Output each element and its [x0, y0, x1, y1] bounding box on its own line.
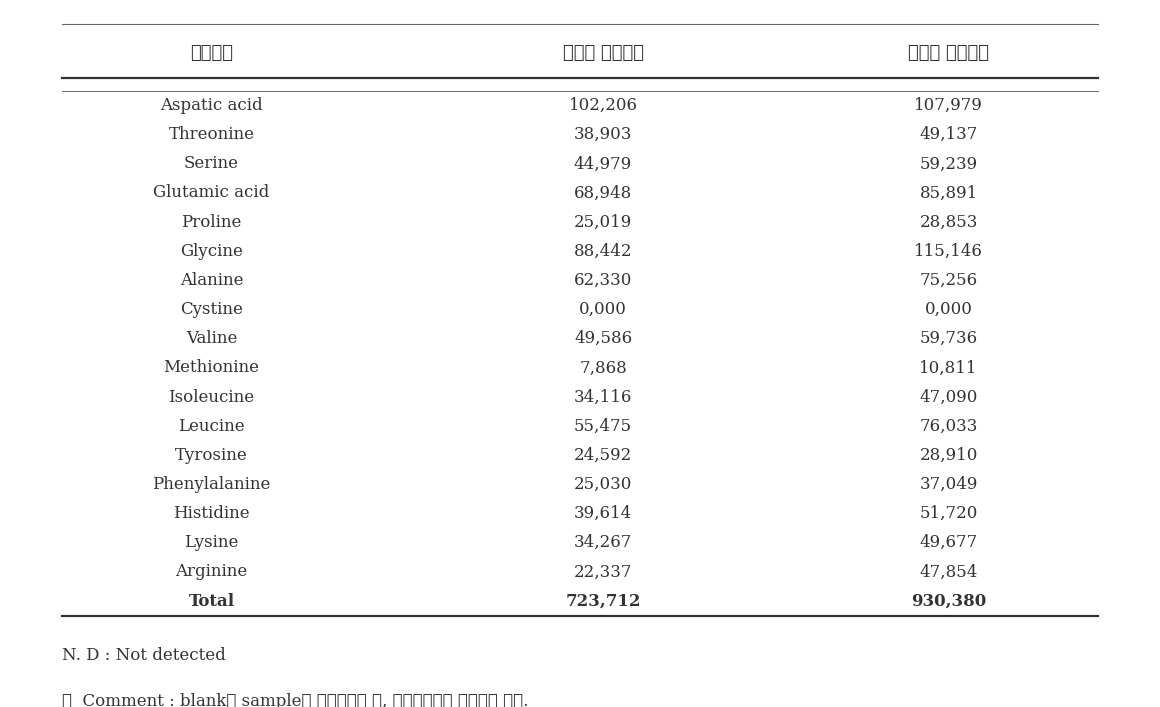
Text: Tyrosine: Tyrosine [175, 447, 248, 464]
Text: 115,146: 115,146 [914, 243, 983, 259]
Text: 49,677: 49,677 [920, 534, 978, 551]
Text: 75,256: 75,256 [920, 272, 978, 289]
Text: 47,854: 47,854 [920, 563, 978, 580]
Text: 102,206: 102,206 [568, 97, 638, 114]
Text: 88,442: 88,442 [574, 243, 632, 259]
Text: Total: Total [188, 592, 234, 609]
Text: 25,030: 25,030 [574, 476, 632, 493]
Text: 62,330: 62,330 [574, 272, 632, 289]
Text: Valine: Valine [186, 330, 237, 347]
Text: 68,948: 68,948 [574, 185, 632, 201]
Text: 발효후 진생베리: 발효후 진생베리 [908, 45, 989, 62]
Text: 28,853: 28,853 [920, 214, 978, 230]
Text: 28,910: 28,910 [920, 447, 978, 464]
Text: 발효전 진생베리: 발효전 진생베리 [563, 45, 644, 62]
Text: 25,019: 25,019 [574, 214, 632, 230]
Text: 시료성분: 시료성분 [190, 45, 233, 62]
Text: 49,137: 49,137 [920, 126, 978, 144]
Text: 85,891: 85,891 [920, 185, 978, 201]
Text: 47,090: 47,090 [920, 389, 978, 406]
Text: 0,000: 0,000 [925, 301, 972, 318]
Text: 38,903: 38,903 [574, 126, 632, 144]
Text: N. D : Not detected: N. D : Not detected [61, 647, 225, 664]
Text: 39,614: 39,614 [574, 505, 632, 522]
Text: 34,267: 34,267 [574, 534, 632, 551]
Text: 76,033: 76,033 [920, 418, 978, 435]
Text: 55,475: 55,475 [574, 418, 632, 435]
Text: 59,239: 59,239 [920, 156, 978, 173]
Text: 22,337: 22,337 [574, 563, 632, 580]
Text: 49,586: 49,586 [574, 330, 632, 347]
Text: ※  Comment : blank와 sample을 비교하였을 때, 아미노산들이 검출되지 않음.: ※ Comment : blank와 sample을 비교하였을 때, 아미노산… [61, 693, 528, 707]
Text: Glycine: Glycine [180, 243, 242, 259]
Text: 10,811: 10,811 [919, 359, 978, 376]
Text: Cystine: Cystine [180, 301, 242, 318]
Text: Proline: Proline [181, 214, 241, 230]
Text: 107,979: 107,979 [914, 97, 983, 114]
Text: 0,000: 0,000 [579, 301, 626, 318]
Text: Histidine: Histidine [173, 505, 249, 522]
Text: Phenylalanine: Phenylalanine [152, 476, 270, 493]
Text: 723,712: 723,712 [565, 592, 640, 609]
Text: 7,868: 7,868 [579, 359, 626, 376]
Text: Lysine: Lysine [184, 534, 239, 551]
Text: Leucine: Leucine [179, 418, 245, 435]
Text: Glutamic acid: Glutamic acid [153, 185, 269, 201]
Text: Alanine: Alanine [180, 272, 244, 289]
Text: Aspatic acid: Aspatic acid [160, 97, 263, 114]
Text: 34,116: 34,116 [574, 389, 632, 406]
Text: Arginine: Arginine [175, 563, 247, 580]
Text: Threonine: Threonine [168, 126, 254, 144]
Text: 24,592: 24,592 [574, 447, 632, 464]
Text: 51,720: 51,720 [920, 505, 978, 522]
Text: 37,049: 37,049 [920, 476, 978, 493]
Text: Serine: Serine [184, 156, 239, 173]
Text: 930,380: 930,380 [911, 592, 986, 609]
Text: 44,979: 44,979 [574, 156, 632, 173]
Text: 59,736: 59,736 [920, 330, 978, 347]
Text: Isoleucine: Isoleucine [168, 389, 254, 406]
Text: Methionine: Methionine [164, 359, 260, 376]
